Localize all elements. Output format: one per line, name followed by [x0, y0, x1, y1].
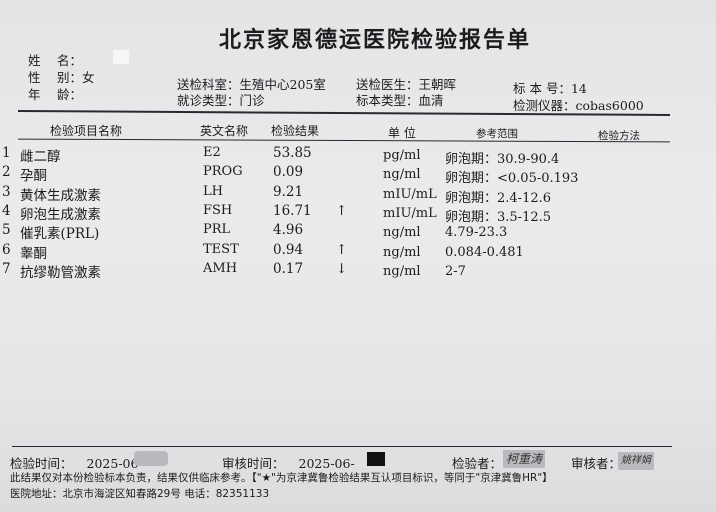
- unit: mIU/mL: [383, 186, 437, 202]
- sex-field: 性 别：女: [28, 67, 95, 86]
- english-name: FSH: [203, 202, 233, 218]
- specimen-no-value: 14: [570, 81, 587, 96]
- redaction-box: [367, 452, 385, 466]
- specimen-no-label: 标 本 号：: [513, 81, 571, 96]
- english-name: PROG: [203, 164, 243, 180]
- reference-range: 0.084-0.481: [445, 244, 524, 260]
- header-name: 检验项目名称: [50, 124, 123, 138]
- tester-signature: 柯重涛: [503, 450, 546, 468]
- divider: [12, 446, 672, 448]
- specimen-no-field: 标 本 号：14: [513, 78, 587, 97]
- header-result: 检验结果: [271, 124, 320, 138]
- specimen-type-value: 血清: [418, 93, 444, 108]
- instrument-field: 检测仪器：cobas6000: [513, 95, 644, 114]
- reference-range: 卵泡期：2.4-12.6: [445, 190, 552, 206]
- instrument-value: cobas6000: [575, 98, 644, 113]
- test-time-label: 检验时间：: [10, 456, 73, 471]
- age-field: 年 龄：: [28, 84, 82, 103]
- header-ref: 参考范围: [476, 128, 518, 140]
- row-number: 1: [2, 145, 11, 161]
- item-name: 催乳素(PRL): [20, 226, 100, 243]
- row-number: 6: [2, 241, 11, 258]
- english-name: PRL: [203, 222, 231, 238]
- test-time-field: 检验时间： 2025-06-: [10, 453, 143, 472]
- redaction-box: [134, 451, 168, 466]
- row-number: 7: [2, 260, 11, 277]
- header-unit: 单 位: [388, 126, 416, 140]
- row-number: 4: [2, 202, 11, 219]
- item-name: 孕酮: [20, 168, 47, 185]
- reference-range: 卵泡期：3.5-12.5: [445, 209, 552, 225]
- hospital-address: 医院地址：北京市海淀区知春路29号 电话：82351133: [10, 488, 270, 500]
- specimen-type-field: 标本类型：血清: [356, 90, 444, 109]
- review-time-label: 审核时间：: [222, 456, 285, 471]
- reference-range: 卵泡期：30.9-90.4: [445, 152, 560, 167]
- english-name: LH: [203, 183, 223, 199]
- row-number: 3: [2, 183, 11, 200]
- unit: ng/ml: [383, 167, 421, 183]
- item-name: 睾酮: [20, 245, 47, 262]
- unit: ng/ml: [383, 225, 421, 241]
- doctor-label: 送检医生：: [356, 77, 419, 92]
- dept-value: 生殖中心205室: [239, 77, 326, 92]
- dept-label: 送检科室：: [177, 77, 240, 92]
- result-value: 16.71: [273, 202, 312, 219]
- sex-value: 女: [81, 70, 95, 85]
- test-time-value: 2025-06-: [86, 456, 143, 471]
- unit: ng/ml: [383, 244, 421, 260]
- unit: ng/ml: [383, 263, 421, 279]
- item-name: 卵泡生成激素: [20, 206, 101, 223]
- result-value: 9.21: [273, 183, 304, 200]
- review-time-field: 审核时间： 2025-06-: [222, 453, 355, 472]
- unit: mIU/mL: [383, 205, 437, 221]
- tester-label: 检验者：: [452, 456, 503, 471]
- visit-field: 就诊类型：门诊: [177, 90, 265, 109]
- item-name: 黄体生成激素: [20, 187, 101, 204]
- english-name: AMH: [203, 260, 238, 276]
- result-value: 0.09: [273, 164, 304, 181]
- doctor-value: 王朝晖: [418, 77, 457, 92]
- disclaimer: 此结果仅对本份检验标本负责，结果仅供临床参考。【"★"为京津冀鲁检验结果互认项目…: [10, 472, 553, 484]
- dept-field: 送检科室：生殖中心205室: [177, 74, 326, 93]
- sex-label: 性 别：: [28, 70, 82, 85]
- instrument-label: 检测仪器：: [513, 98, 576, 113]
- review-time-value: 2025-06-: [298, 456, 355, 471]
- header-eng: 英文名称: [200, 124, 249, 138]
- reference-range: 4.79-23.3: [445, 225, 508, 241]
- flag-arrow: ↑: [336, 202, 348, 219]
- reviewer-label: 审核者：: [571, 456, 622, 471]
- english-name: E2: [203, 145, 221, 160]
- divider: [18, 138, 670, 143]
- row-number: 2: [2, 164, 11, 181]
- header-method: 检验方法: [598, 130, 640, 142]
- age-label: 年 龄：: [28, 87, 82, 102]
- reviewer-signature: 姚祥娟: [618, 452, 654, 470]
- result-value: 0.17: [273, 260, 304, 277]
- report-title: 北京家恩德运医院检验报告单: [218, 27, 531, 53]
- result-value: 4.96: [273, 222, 304, 239]
- result-value: 53.85: [273, 145, 312, 161]
- redaction-box: [113, 50, 129, 64]
- doctor-field: 送检医生：王朝晖: [356, 74, 456, 93]
- result-value: 0.94: [273, 241, 304, 258]
- item-name: 雌二醇: [20, 149, 61, 165]
- name-field: 姓 名：: [28, 50, 82, 69]
- english-name: TEST: [203, 241, 239, 257]
- reference-range: 2-7: [445, 263, 466, 279]
- visit-label: 就诊类型：: [177, 93, 240, 108]
- flag-arrow: ↓: [336, 260, 348, 277]
- name-label: 姓 名：: [28, 53, 82, 68]
- row-number: 5: [2, 222, 11, 239]
- visit-value: 门诊: [239, 93, 265, 108]
- flag-arrow: ↑: [336, 241, 348, 258]
- specimen-type-label: 标本类型：: [356, 93, 419, 108]
- unit: pg/ml: [383, 148, 421, 163]
- item-name: 抗缪勒管激素: [20, 264, 101, 281]
- reference-range: 卵泡期：<0.05-0.193: [445, 171, 579, 187]
